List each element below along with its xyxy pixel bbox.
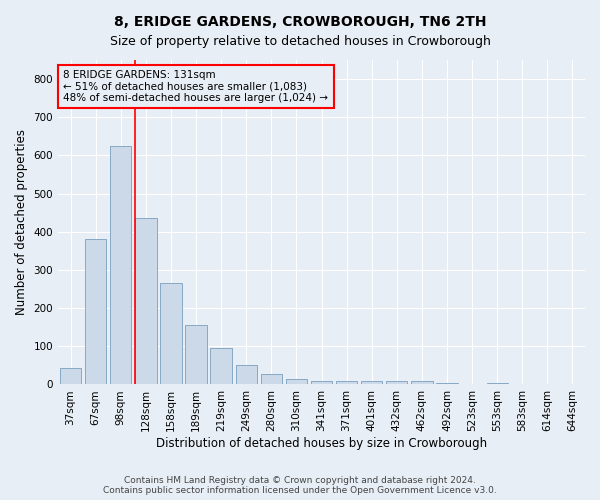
Bar (135, 218, 157, 384)
Bar (211, 348, 232, 385)
Bar (487, 382, 508, 384)
Bar (286, 378, 307, 384)
Bar (386, 380, 407, 384)
Bar (311, 380, 332, 384)
Text: Contains HM Land Registry data © Crown copyright and database right 2024.
Contai: Contains HM Land Registry data © Crown c… (103, 476, 497, 495)
Bar (260, 374, 282, 384)
Bar (160, 284, 182, 384)
Bar (411, 380, 433, 384)
Bar (336, 380, 357, 384)
Bar (185, 326, 207, 384)
Text: 8, ERIDGE GARDENS, CROWBOROUGH, TN6 2TH: 8, ERIDGE GARDENS, CROWBOROUGH, TN6 2TH (114, 15, 486, 29)
Text: Size of property relative to detached houses in Crowborough: Size of property relative to detached ho… (110, 35, 490, 48)
Bar (436, 382, 458, 384)
Bar (85, 240, 106, 384)
Bar (60, 368, 81, 384)
Text: 8 ERIDGE GARDENS: 131sqm
← 51% of detached houses are smaller (1,083)
48% of sem: 8 ERIDGE GARDENS: 131sqm ← 51% of detach… (64, 70, 328, 103)
Y-axis label: Number of detached properties: Number of detached properties (15, 129, 28, 315)
Bar (110, 146, 131, 384)
Bar (361, 380, 382, 384)
Bar (236, 364, 257, 384)
X-axis label: Distribution of detached houses by size in Crowborough: Distribution of detached houses by size … (156, 437, 487, 450)
